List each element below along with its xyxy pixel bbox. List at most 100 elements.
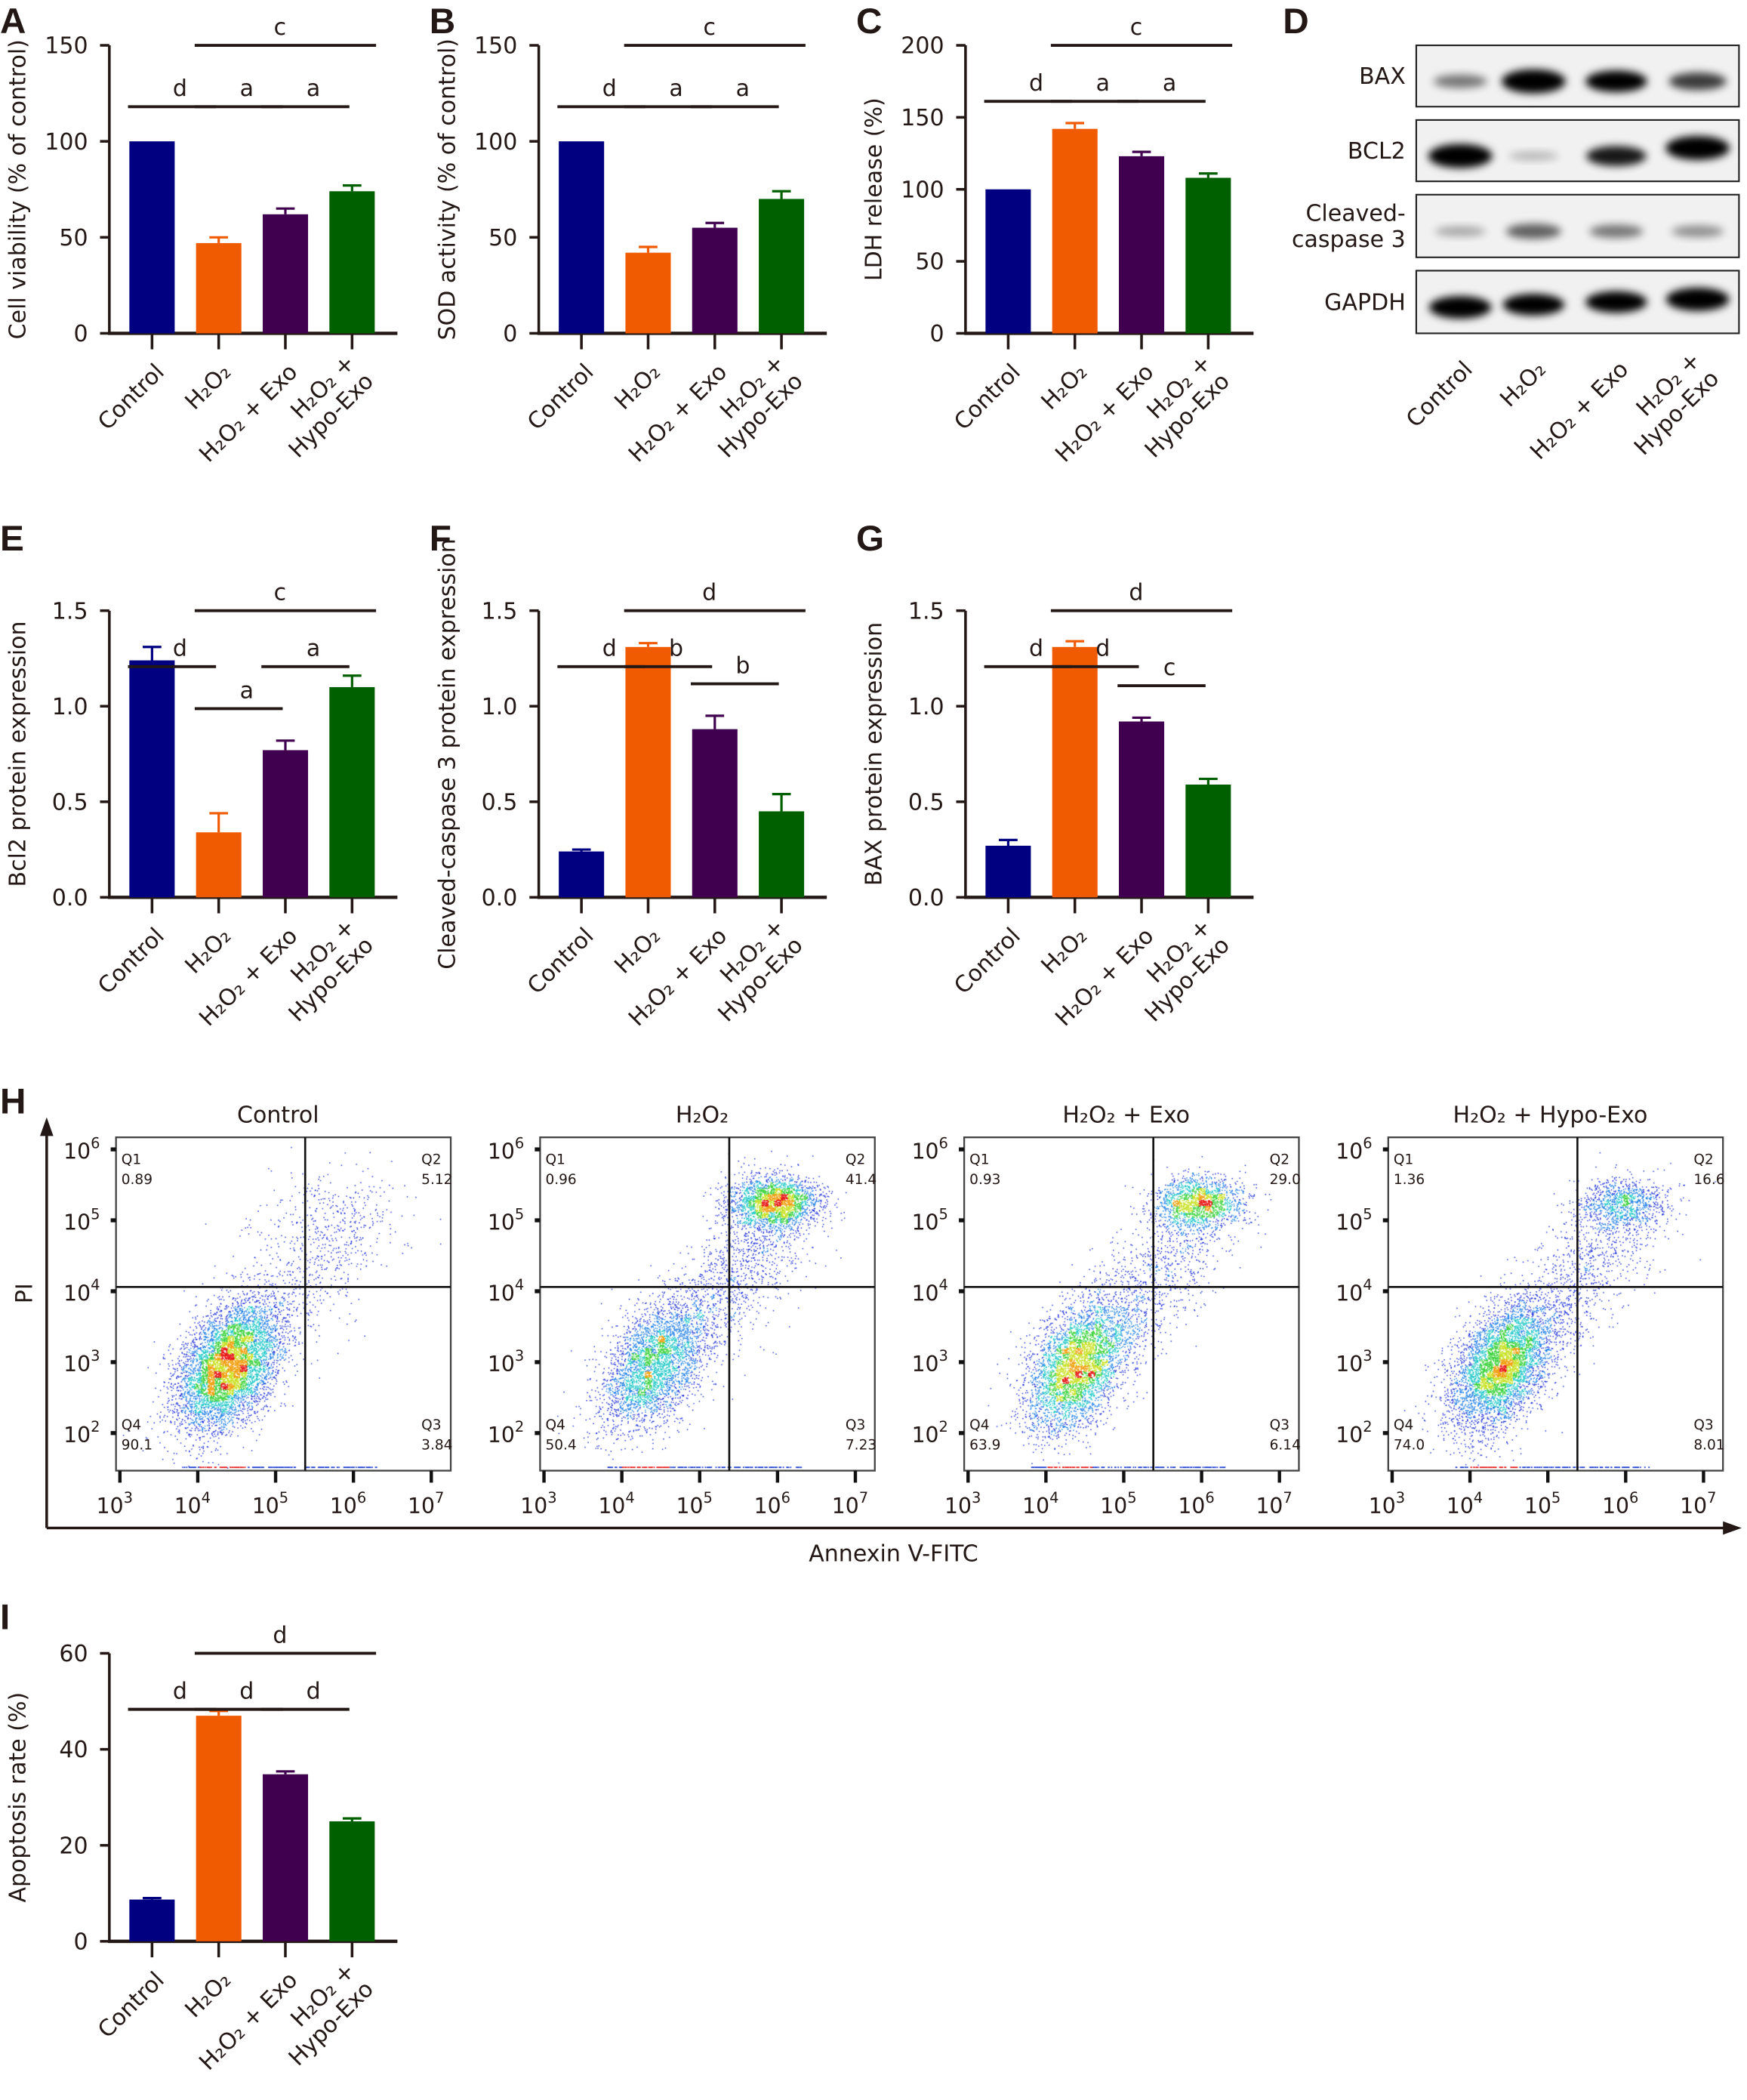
tick-base: 10	[912, 1210, 939, 1235]
x-tick-label: 103	[1369, 1489, 1405, 1519]
tick-base: 10	[488, 1210, 515, 1235]
quadrant-name: Q3	[1270, 1417, 1289, 1433]
y-tick-label: 103	[488, 1347, 524, 1377]
tick-exponent: 5	[1363, 1205, 1372, 1223]
quadrant-value: 29.0	[1270, 1172, 1301, 1188]
y-tick-label: 150	[901, 105, 944, 131]
tick-base: 10	[97, 1494, 124, 1519]
tick-base: 10	[174, 1494, 202, 1519]
significance-label: d	[307, 1679, 321, 1705]
flow-events-density	[964, 1137, 1299, 1471]
flow-plot-frame	[1387, 1136, 1724, 1472]
y-tick-label: 20	[59, 1833, 88, 1859]
protein-band	[1672, 225, 1724, 238]
x-tick-label: 107	[1256, 1489, 1292, 1519]
x-tick-label: 103	[944, 1489, 981, 1519]
x-tick-label: H₂O₂	[180, 1967, 236, 2023]
x-tick-label: 106	[1178, 1489, 1214, 1519]
panel-letter-h: H	[0, 1081, 26, 1121]
text-line: caspase 3	[1292, 227, 1406, 253]
protein-label: BCL2	[1348, 138, 1406, 165]
x-tick-label: 105	[252, 1489, 288, 1519]
panel-letter-e: E	[0, 519, 24, 559]
bar-0	[129, 141, 175, 334]
quadrant-value: 1.36	[1394, 1172, 1425, 1188]
y-tick-label: 1.0	[908, 694, 944, 720]
protein-band	[1665, 136, 1730, 160]
blot-strip	[1415, 193, 1740, 258]
tick-exponent: 2	[939, 1418, 948, 1435]
quadrant-name: Q4	[545, 1417, 565, 1433]
tick-base: 10	[63, 1281, 91, 1306]
quadrant-name: Q2	[846, 1152, 865, 1167]
x-tick-label: 107	[832, 1489, 868, 1519]
tick-base: 10	[63, 1139, 91, 1164]
y-tick-label: 0.0	[482, 885, 518, 911]
y-tick-label: 50	[59, 225, 88, 251]
flow-cytometry: PI Annexin V-FITC Control Q1 0.89 Q2 5.12 Q3 3.8…	[11, 1102, 1742, 1568]
protein-band	[1428, 296, 1492, 319]
tick-exponent: 6	[515, 1134, 524, 1152]
y-tick-label: 150	[474, 33, 517, 60]
tick-exponent: 4	[202, 1489, 211, 1506]
significance-label: d	[173, 76, 187, 102]
x-tick-label: Control	[93, 1967, 169, 2043]
x-tick-label: H₂O₂	[1037, 923, 1092, 979]
significance-label: d	[1029, 70, 1043, 97]
tick-exponent: 6	[1363, 1134, 1372, 1152]
tick-exponent: 7	[435, 1489, 444, 1506]
y-tick-label: 50	[488, 225, 517, 251]
quadrant-name: Q2	[421, 1152, 441, 1167]
protein-band	[1508, 151, 1559, 161]
tick-base: 10	[63, 1352, 91, 1377]
tick-exponent: 6	[1629, 1489, 1638, 1506]
y-axis-label: Apoptosis rate (%)	[5, 1692, 32, 1903]
tick-exponent: 5	[515, 1205, 524, 1223]
y-tick-label: 0.0	[52, 885, 88, 911]
quadrant-value: 63.9	[969, 1437, 1000, 1453]
tick-base: 10	[1336, 1281, 1363, 1306]
tick-base: 10	[1336, 1139, 1363, 1164]
tick-base: 10	[252, 1494, 279, 1519]
y-tick-label: 103	[1336, 1347, 1372, 1377]
y-tick-label: 100	[45, 129, 88, 156]
bar-0	[559, 141, 605, 334]
y-tick-label: 100	[474, 129, 517, 156]
x-tick-label: 106	[330, 1489, 366, 1519]
quadrant-name: Q2	[1270, 1152, 1289, 1167]
y-tick-label: 0.5	[52, 789, 88, 816]
quadrant-name: Q4	[1394, 1417, 1413, 1433]
x-tick-label: 105	[1524, 1489, 1561, 1519]
tick-base: 10	[912, 1423, 939, 1448]
bar-0	[129, 660, 175, 898]
bar-chart-b: 0 50 100 150 SOD activity (% of control) Cont…	[434, 14, 827, 467]
tick-exponent: 4	[91, 1276, 100, 1294]
x-tick-label: H₂O₂	[180, 359, 236, 415]
x-tick-label: 106	[1602, 1489, 1638, 1519]
flow-plot-frame	[115, 1136, 452, 1472]
bar-chart-g: 0.0 0.5 1.0 1.5 BAX protein expression Contro…	[861, 580, 1254, 1031]
significance-label: a	[240, 76, 254, 102]
y-tick-label: 102	[488, 1418, 524, 1448]
tick-base: 10	[912, 1352, 939, 1377]
x-tick-label: H₂O₂	[609, 923, 665, 979]
y-tick-label: 0.5	[908, 789, 944, 816]
significance-label: a	[307, 76, 320, 102]
y-axis-label: BAX protein expression	[861, 622, 888, 886]
y-tick-label: 103	[63, 1347, 100, 1377]
bar-chart-e: 0.0 0.5 1.0 1.5 Bcl2 protein expression Contr…	[5, 580, 398, 1031]
quadrant-name: Q3	[1693, 1417, 1713, 1433]
x-tick-label: Control	[522, 923, 599, 999]
tick-base: 10	[1178, 1494, 1205, 1519]
significance-label: d	[239, 1679, 254, 1705]
bar-3	[1185, 784, 1231, 898]
tick-base: 10	[1256, 1494, 1283, 1519]
flow-plot-1: H₂O₂Q10.96Q241.4Q37.23Q450.4102103104105…	[488, 1102, 877, 1519]
protein-band	[1505, 224, 1561, 239]
significance-label: c	[1163, 655, 1176, 681]
tick-base: 10	[1100, 1494, 1127, 1519]
significance-label: b	[735, 652, 750, 679]
tick-exponent: 3	[1363, 1347, 1372, 1365]
y-tick-label: 0	[73, 1929, 88, 1955]
